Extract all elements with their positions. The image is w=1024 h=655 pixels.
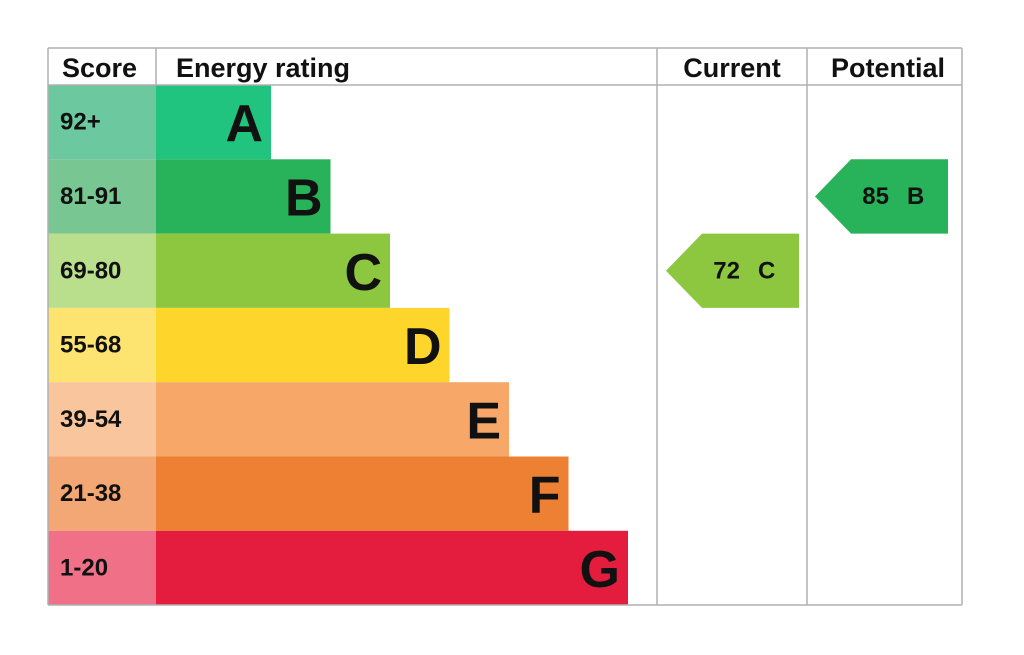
score-label: 21-38 bbox=[60, 480, 121, 507]
score-cell bbox=[48, 530, 156, 606]
potential-value: 85 bbox=[862, 183, 889, 210]
potential-arrow bbox=[815, 159, 948, 234]
rating-bar bbox=[156, 307, 450, 383]
score-cell bbox=[48, 85, 156, 160]
current-value: 72 bbox=[713, 257, 740, 284]
score-label: 92+ bbox=[60, 109, 101, 136]
score-cell bbox=[48, 456, 156, 531]
rating-letter: C bbox=[344, 244, 382, 302]
score-cell bbox=[48, 382, 156, 457]
score-cell bbox=[48, 233, 156, 308]
rating-letter: E bbox=[466, 392, 501, 450]
header-potential: Potential bbox=[831, 53, 945, 83]
score-cell bbox=[48, 159, 156, 234]
rating-bar bbox=[156, 530, 628, 606]
rating-letter: D bbox=[404, 318, 442, 376]
score-label: 39-54 bbox=[60, 406, 122, 433]
rating-bar bbox=[156, 85, 271, 160]
score-label: 55-68 bbox=[60, 332, 121, 359]
rating-letter: G bbox=[580, 541, 620, 599]
score-label: 69-80 bbox=[60, 257, 121, 284]
rating-bar bbox=[156, 456, 569, 531]
potential-letter: B bbox=[907, 183, 924, 210]
current-letter: C bbox=[758, 257, 775, 284]
rating-letter: B bbox=[285, 169, 323, 227]
score-cell bbox=[48, 307, 156, 383]
rating-bar bbox=[156, 382, 509, 457]
score-label: 1-20 bbox=[60, 554, 108, 581]
rating-letter: F bbox=[529, 467, 561, 525]
header-current: Current bbox=[683, 53, 781, 83]
header-score: Score bbox=[62, 53, 137, 83]
score-label: 81-91 bbox=[60, 183, 121, 210]
current-arrow bbox=[666, 233, 799, 308]
header-rating: Energy rating bbox=[176, 53, 350, 83]
rating-bar bbox=[156, 159, 331, 234]
rating-bar bbox=[156, 233, 390, 308]
rating-letter: A bbox=[225, 95, 263, 153]
